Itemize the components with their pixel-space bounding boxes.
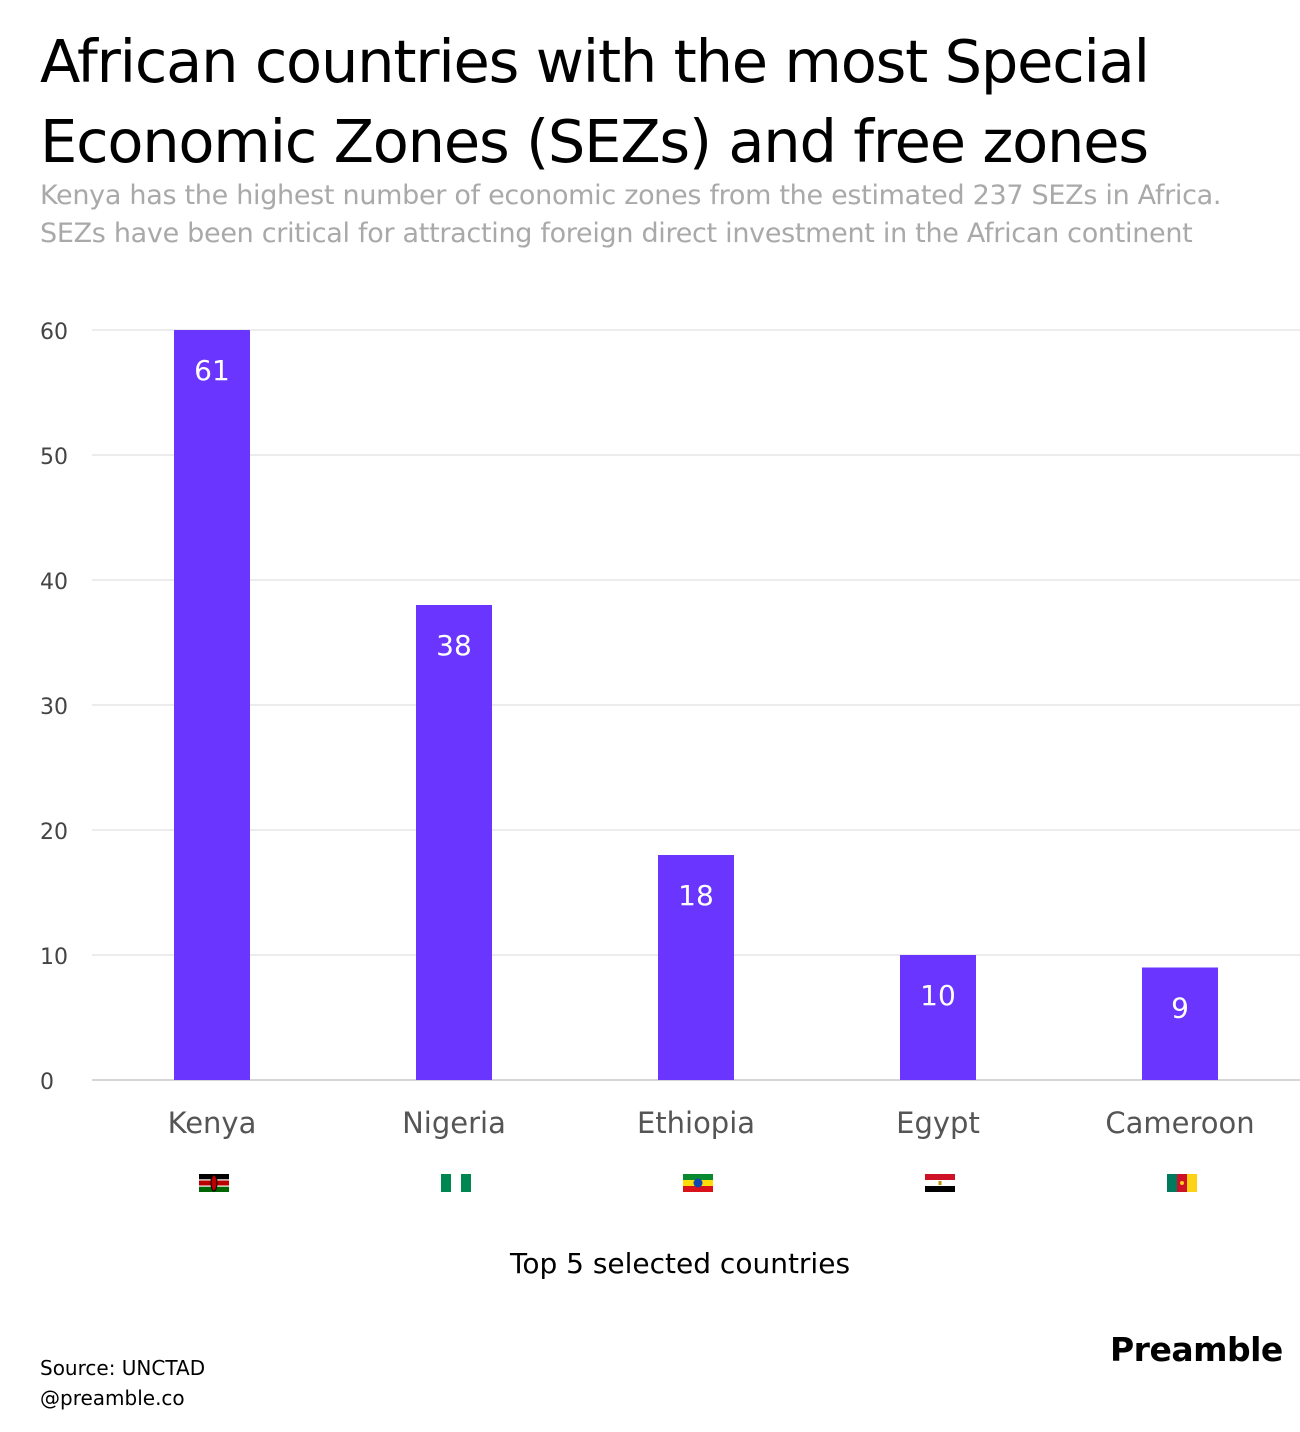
- bar-data-label: 18: [678, 879, 714, 912]
- x-axis-title: Top 5 selected countries: [509, 1247, 851, 1280]
- y-tick-label: 30: [40, 695, 68, 720]
- bar-data-label: 38: [436, 629, 472, 662]
- chart-title: African countries with the most Special …: [40, 27, 1150, 176]
- nigeria-flag-icon: [441, 1174, 471, 1192]
- bar-kenya: [174, 330, 250, 1080]
- bar-nigeria: [416, 605, 492, 1080]
- egypt-flag-icon: [925, 1174, 955, 1192]
- x-tick-label: Nigeria: [402, 1106, 506, 1140]
- source-text: Source: UNCTAD: [40, 1356, 206, 1380]
- y-tick-label: 60: [40, 320, 68, 345]
- kenya-flag-icon: [199, 1174, 229, 1192]
- ethiopia-flag-icon: [683, 1174, 713, 1192]
- chart-subtitle: Kenya has the highest number of economic…: [40, 180, 1222, 249]
- brand-logo: Preamble: [1110, 1330, 1283, 1369]
- social-handle: @preamble.co: [40, 1386, 185, 1410]
- bar-data-label: 9: [1171, 992, 1189, 1025]
- x-tick-label: Cameroon: [1105, 1106, 1254, 1140]
- x-tick-label: Ethiopia: [637, 1106, 755, 1140]
- cameroon-flag-icon: [1167, 1174, 1197, 1192]
- bar-cameroon: [1142, 967, 1218, 1080]
- y-tick-label: 20: [40, 820, 68, 845]
- x-tick-label: Kenya: [168, 1106, 257, 1140]
- bar-egypt: [900, 955, 976, 1080]
- bar-data-label: 10: [920, 979, 956, 1012]
- y-tick-label: 10: [40, 945, 68, 970]
- bar-data-label: 61: [194, 354, 230, 387]
- y-tick-label: 50: [40, 445, 68, 470]
- source-note: Source: UNCTAD @preamble.co: [40, 1353, 205, 1413]
- x-tick-label: Egypt: [896, 1106, 980, 1140]
- bar-ethiopia: [658, 855, 734, 1080]
- y-tick-label: 40: [40, 570, 68, 595]
- y-tick-label: 0: [40, 1070, 54, 1095]
